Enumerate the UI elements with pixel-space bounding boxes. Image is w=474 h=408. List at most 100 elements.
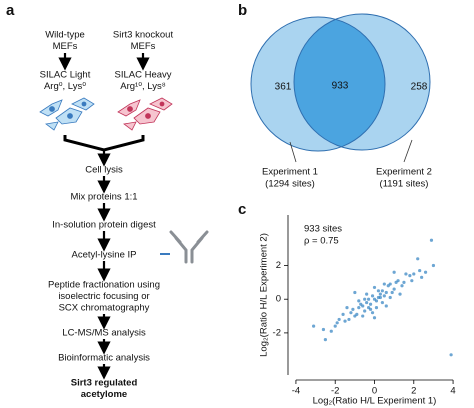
panel-label: c <box>238 201 246 218</box>
panel-label: b <box>238 2 247 19</box>
point <box>394 280 398 284</box>
point <box>333 324 337 328</box>
point <box>343 319 347 323</box>
point <box>390 290 394 295</box>
y-tick-label: 2 <box>276 260 281 271</box>
point <box>357 306 361 310</box>
point <box>378 295 382 300</box>
point <box>351 307 355 311</box>
point <box>416 257 420 261</box>
point <box>368 307 373 311</box>
point <box>335 321 339 325</box>
point <box>402 280 406 284</box>
point <box>353 290 357 295</box>
point <box>408 274 412 278</box>
step-label: Mix proteins 1:1 <box>70 192 137 203</box>
venn <box>250 13 431 163</box>
leader-line <box>403 139 413 163</box>
venn-count: 258 <box>411 82 428 93</box>
point <box>380 289 384 293</box>
point <box>357 299 361 303</box>
point <box>361 314 365 318</box>
leader-line <box>289 141 297 163</box>
point <box>355 312 359 316</box>
x-tick-label: -4 <box>292 386 300 397</box>
x-tick-label: 2 <box>411 386 416 397</box>
point <box>420 275 424 279</box>
point <box>378 292 382 296</box>
source-label: MEFs <box>53 41 78 52</box>
point <box>404 272 408 276</box>
venn-overlap <box>294 17 385 150</box>
merge-bracket <box>63 135 145 152</box>
panel-label: a <box>6 2 15 19</box>
point <box>374 299 379 303</box>
annotation: 933 sites <box>304 224 342 235</box>
labeling-label: Arg⁰, Lys⁰ <box>44 81 86 92</box>
result-label: acetylome <box>81 389 127 400</box>
point <box>368 302 373 306</box>
venn-count: 933 <box>332 81 349 92</box>
x-axis-label: Log₂(Ratio H/L Experiment 1) <box>313 396 437 407</box>
set-name: Experiment 1 <box>262 167 318 178</box>
annotation: ρ = 0.75 <box>304 236 339 247</box>
result-label: Sirt3 regulated <box>71 378 138 389</box>
point <box>349 311 353 315</box>
venn-outline <box>250 16 386 152</box>
set-count: (1294 sites) <box>265 179 315 190</box>
point <box>380 300 384 305</box>
point <box>372 285 377 290</box>
labeling-label: SILAC Light <box>40 70 91 81</box>
antibody-icon <box>169 230 209 264</box>
point <box>372 316 377 320</box>
wild-type-cells <box>39 97 95 131</box>
point <box>365 300 369 305</box>
point <box>449 353 453 357</box>
y-axis-label: Log₂(Ratio H/L Experiment 2) <box>259 233 270 357</box>
point <box>365 292 369 296</box>
point <box>374 306 379 310</box>
point <box>423 270 428 274</box>
point <box>382 282 386 286</box>
step-label: LC-MS/MS analysis <box>62 328 146 339</box>
y-tick-label: 0 <box>276 294 281 305</box>
knockout-cells <box>117 97 173 131</box>
venn-count: 361 <box>275 82 292 93</box>
labeling-label: SILAC Heavy <box>114 70 171 81</box>
x-tick-label: -2 <box>331 386 339 397</box>
point <box>345 306 349 310</box>
point <box>370 294 375 298</box>
point <box>429 238 434 242</box>
point <box>337 317 341 322</box>
point <box>382 294 386 298</box>
source-label: MEFs <box>131 41 156 52</box>
point <box>418 268 422 273</box>
set-name: Experiment 2 <box>376 167 432 178</box>
point <box>323 338 327 342</box>
y-tick-label: -2 <box>273 327 281 338</box>
point <box>363 297 367 301</box>
point <box>386 284 390 288</box>
step-label: Bioinformatic analysis <box>58 353 150 364</box>
point <box>376 289 381 293</box>
point <box>321 327 326 332</box>
set-count: (1191 sites) <box>380 179 429 190</box>
point <box>359 302 363 306</box>
point <box>410 279 414 283</box>
point <box>431 263 436 268</box>
x-tick-label: 0 <box>372 386 377 397</box>
point <box>312 324 316 328</box>
step-label: SCX chromatography <box>59 303 150 314</box>
source-label: Sirt3 knockout <box>113 30 174 41</box>
step-label: Acetyl-lysine IP <box>72 250 137 261</box>
step-label: In-solution protein digest <box>52 220 156 231</box>
point <box>370 311 375 315</box>
point <box>392 270 396 274</box>
point <box>388 295 392 300</box>
labeling-label: Arg¹⁰, Lys⁸ <box>120 81 165 92</box>
point <box>398 292 402 296</box>
point <box>384 304 388 308</box>
step-label: Cell lysis <box>85 165 123 176</box>
point <box>363 309 367 313</box>
